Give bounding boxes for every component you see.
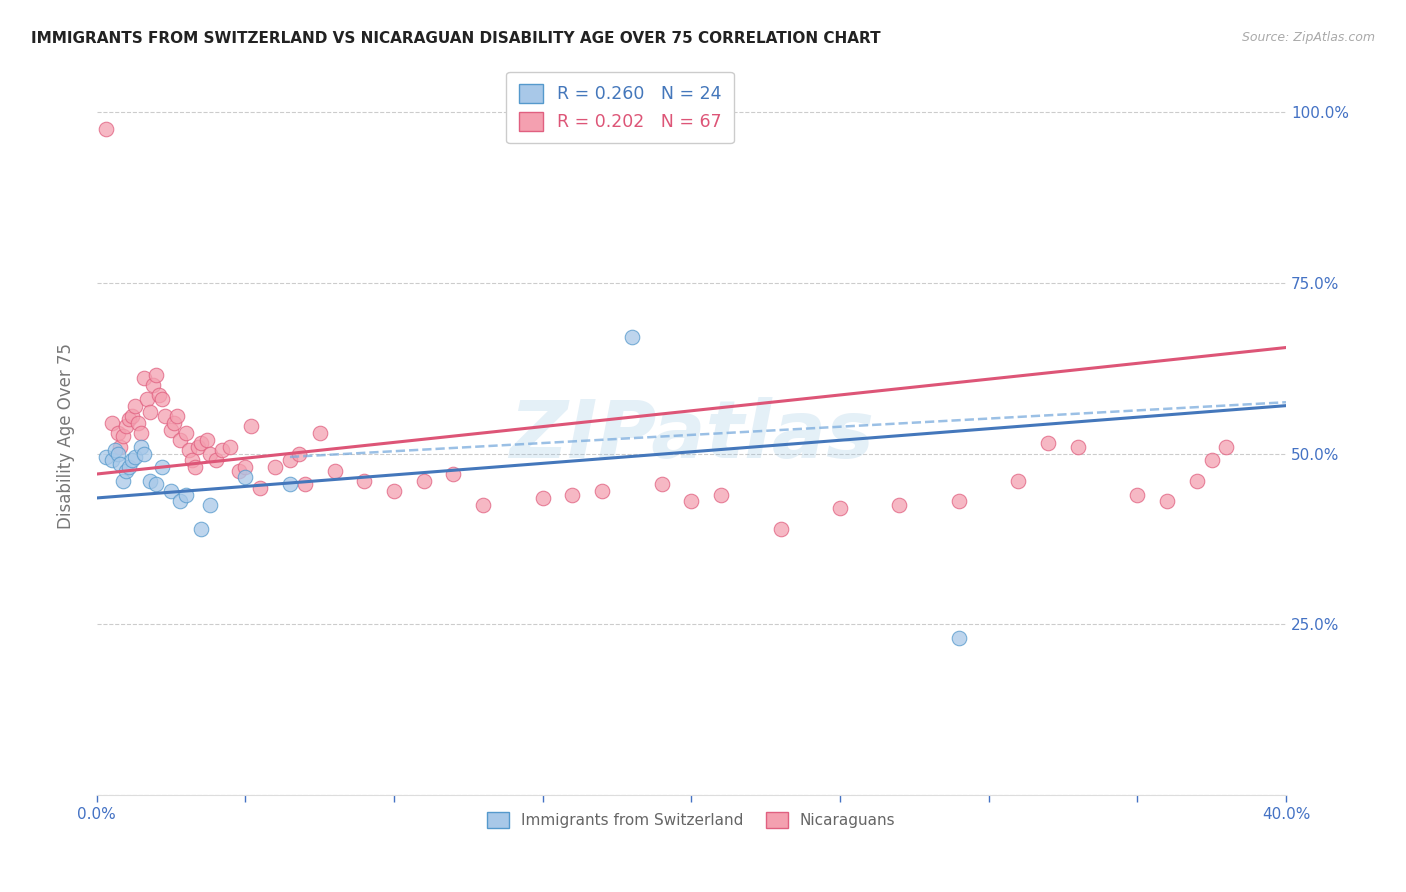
- Point: [177, 443, 200, 458]
- Point: [136, 392, 159, 406]
- Point: [166, 409, 188, 423]
- Point: [150, 460, 173, 475]
- Point: [121, 409, 143, 423]
- Point: [240, 419, 263, 434]
- Point: [288, 446, 311, 460]
- Point: [110, 440, 132, 454]
- Point: [180, 453, 202, 467]
- Point: [107, 425, 129, 440]
- Point: [228, 464, 250, 478]
- Point: [131, 440, 153, 454]
- Point: [264, 460, 287, 475]
- Point: [1185, 474, 1208, 488]
- Point: [134, 371, 156, 385]
- Point: [174, 487, 197, 501]
- Point: [204, 453, 226, 467]
- Point: [142, 378, 165, 392]
- Point: [681, 494, 703, 508]
- Point: [1215, 440, 1237, 454]
- Point: [198, 446, 221, 460]
- Text: IMMIGRANTS FROM SWITZERLAND VS NICARAGUAN DISABILITY AGE OVER 75 CORRELATION CHA: IMMIGRANTS FROM SWITZERLAND VS NICARAGUA…: [31, 31, 880, 46]
- Point: [235, 470, 257, 484]
- Point: [118, 460, 141, 475]
- Point: [948, 631, 970, 645]
- Point: [134, 446, 156, 460]
- Point: [948, 494, 970, 508]
- Point: [169, 494, 191, 508]
- Point: [127, 416, 149, 430]
- Point: [160, 484, 183, 499]
- Point: [139, 405, 162, 419]
- Point: [145, 368, 167, 382]
- Point: [382, 484, 405, 499]
- Point: [124, 450, 146, 464]
- Point: [219, 440, 242, 454]
- Point: [1007, 474, 1029, 488]
- Point: [124, 399, 146, 413]
- Point: [235, 460, 257, 475]
- Point: [121, 453, 143, 467]
- Point: [110, 457, 132, 471]
- Point: [472, 498, 495, 512]
- Point: [195, 433, 218, 447]
- Point: [107, 446, 129, 460]
- Point: [112, 429, 135, 443]
- Point: [308, 425, 330, 440]
- Point: [187, 440, 209, 454]
- Legend: Immigrants from Switzerland, Nicaraguans: Immigrants from Switzerland, Nicaraguans: [481, 806, 901, 834]
- Point: [198, 498, 221, 512]
- Point: [174, 425, 197, 440]
- Point: [1201, 453, 1223, 467]
- Point: [651, 477, 673, 491]
- Point: [112, 474, 135, 488]
- Point: [443, 467, 465, 481]
- Point: [278, 477, 301, 491]
- Point: [591, 484, 613, 499]
- Point: [115, 464, 138, 478]
- Point: [94, 121, 117, 136]
- Point: [115, 419, 138, 434]
- Point: [1156, 494, 1178, 508]
- Point: [190, 436, 212, 450]
- Point: [710, 487, 733, 501]
- Text: Source: ZipAtlas.com: Source: ZipAtlas.com: [1241, 31, 1375, 45]
- Point: [94, 450, 117, 464]
- Point: [153, 409, 176, 423]
- Point: [531, 491, 554, 505]
- Point: [294, 477, 316, 491]
- Point: [118, 412, 141, 426]
- Y-axis label: Disability Age Over 75: Disability Age Over 75: [58, 343, 75, 530]
- Point: [353, 474, 375, 488]
- Point: [412, 474, 434, 488]
- Point: [190, 522, 212, 536]
- Point: [148, 388, 170, 402]
- Point: [211, 443, 233, 458]
- Point: [150, 392, 173, 406]
- Point: [163, 416, 186, 430]
- Point: [323, 464, 346, 478]
- Point: [100, 416, 122, 430]
- Point: [620, 330, 643, 344]
- Point: [169, 433, 191, 447]
- Point: [1036, 436, 1059, 450]
- Point: [1126, 487, 1149, 501]
- Point: [1067, 440, 1090, 454]
- Point: [131, 425, 153, 440]
- Point: [828, 501, 851, 516]
- Point: [139, 474, 162, 488]
- Point: [100, 453, 122, 467]
- Point: [103, 443, 125, 458]
- Point: [769, 522, 792, 536]
- Point: [249, 481, 271, 495]
- Point: [184, 460, 207, 475]
- Point: [561, 487, 583, 501]
- Point: [145, 477, 167, 491]
- Point: [278, 453, 301, 467]
- Point: [160, 423, 183, 437]
- Point: [889, 498, 911, 512]
- Text: ZIPatlas: ZIPatlas: [509, 398, 875, 475]
